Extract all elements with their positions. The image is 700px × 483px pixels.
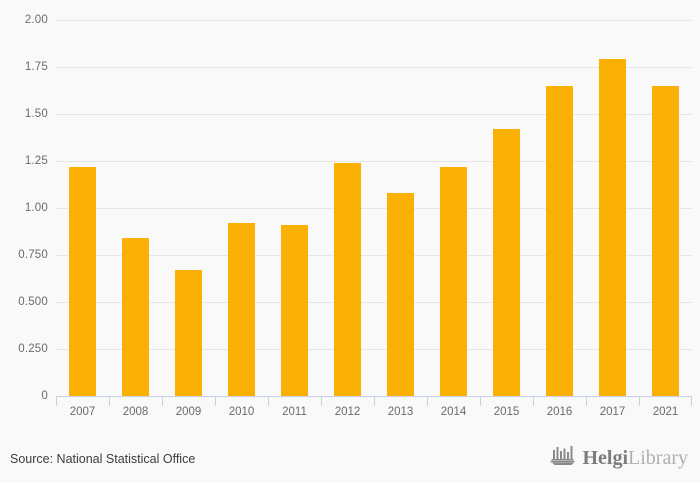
library-building-icon — [550, 444, 576, 471]
bar[interactable] — [175, 270, 202, 396]
bar[interactable] — [69, 166, 96, 396]
gridline — [56, 255, 692, 256]
bar[interactable] — [493, 129, 520, 396]
bar-slot — [268, 20, 321, 396]
y-axis-tick-label: 0.250 — [18, 343, 48, 355]
x-axis: 2007 2008 2009 2010 2011 2012 2013 2014 2015 2016… — [56, 397, 692, 421]
x-axis-tick-label: 2011 — [268, 397, 321, 421]
bar-slot — [639, 20, 692, 396]
bar-slot — [427, 20, 480, 396]
x-axis-tick-label: 2017 — [586, 397, 639, 421]
bar[interactable] — [546, 85, 573, 396]
y-axis-tick-label: 0 — [41, 390, 48, 402]
gridline — [56, 349, 692, 350]
x-axis-tick-label: 2016 — [533, 397, 586, 421]
bar-slot — [162, 20, 215, 396]
y-axis-tick-label: 0.500 — [18, 296, 48, 308]
brand-secondary: Library — [628, 446, 688, 469]
bar-slot — [586, 20, 639, 396]
bar[interactable] — [652, 85, 679, 396]
x-axis-tick-label: 2007 — [56, 397, 109, 421]
bar-slot — [109, 20, 162, 396]
bars-container — [56, 20, 692, 396]
x-axis-tick-label: 2010 — [215, 397, 268, 421]
gridline — [56, 114, 692, 115]
bar[interactable] — [281, 224, 308, 396]
bar-slot — [480, 20, 533, 396]
gridline — [56, 67, 692, 68]
gridline — [56, 302, 692, 303]
y-axis-tick-label: 1.00 — [24, 202, 48, 214]
gridline — [56, 20, 692, 21]
brand-wordmark: HelgiLibrary — [582, 448, 688, 468]
x-axis-line — [56, 396, 692, 397]
bar[interactable] — [122, 238, 149, 396]
bar-slot — [533, 20, 586, 396]
bar[interactable] — [440, 166, 467, 396]
y-axis-tick-label: 1.75 — [24, 61, 48, 73]
chart-footer: Source: National Statistical Office — [0, 432, 700, 483]
y-axis-tick-label: 1.25 — [24, 155, 48, 167]
y-axis-tick-label: 2.00 — [24, 14, 48, 26]
source-label: Source: National Statistical Office — [10, 452, 196, 466]
bar-slot — [374, 20, 427, 396]
brand-primary: Helgi — [582, 446, 629, 469]
x-axis-tick-label: 2021 — [639, 397, 692, 421]
plot-wrapper: 0 0.250 0.500 0.750 1.00 1.25 1.50 1.75 2.00 200… — [18, 14, 692, 421]
x-axis-tick-label: 2014 — [427, 397, 480, 421]
gridline — [56, 161, 692, 162]
y-axis-tick-label: 1.50 — [24, 108, 48, 120]
x-axis-tick-label: 2008 — [109, 397, 162, 421]
bar-slot — [56, 20, 109, 396]
brand-logo[interactable]: HelgiLibrary — [550, 444, 688, 471]
bar-slot — [321, 20, 374, 396]
x-axis-tick-label: 2015 — [480, 397, 533, 421]
gridline — [56, 208, 692, 209]
bar[interactable] — [387, 192, 414, 396]
bar[interactable] — [334, 162, 361, 396]
bar-slot — [215, 20, 268, 396]
gridlines-and-y-axis: 0 0.250 0.500 0.750 1.00 1.25 1.50 1.75 2.00 — [18, 14, 692, 402]
y-axis-tick-label: 0.750 — [18, 249, 48, 261]
x-axis-tick-label: 2009 — [162, 397, 215, 421]
x-axis-tick-label: 2012 — [321, 397, 374, 421]
bar[interactable] — [228, 223, 255, 396]
x-axis-tick-label: 2013 — [374, 397, 427, 421]
bar[interactable] — [599, 59, 626, 396]
